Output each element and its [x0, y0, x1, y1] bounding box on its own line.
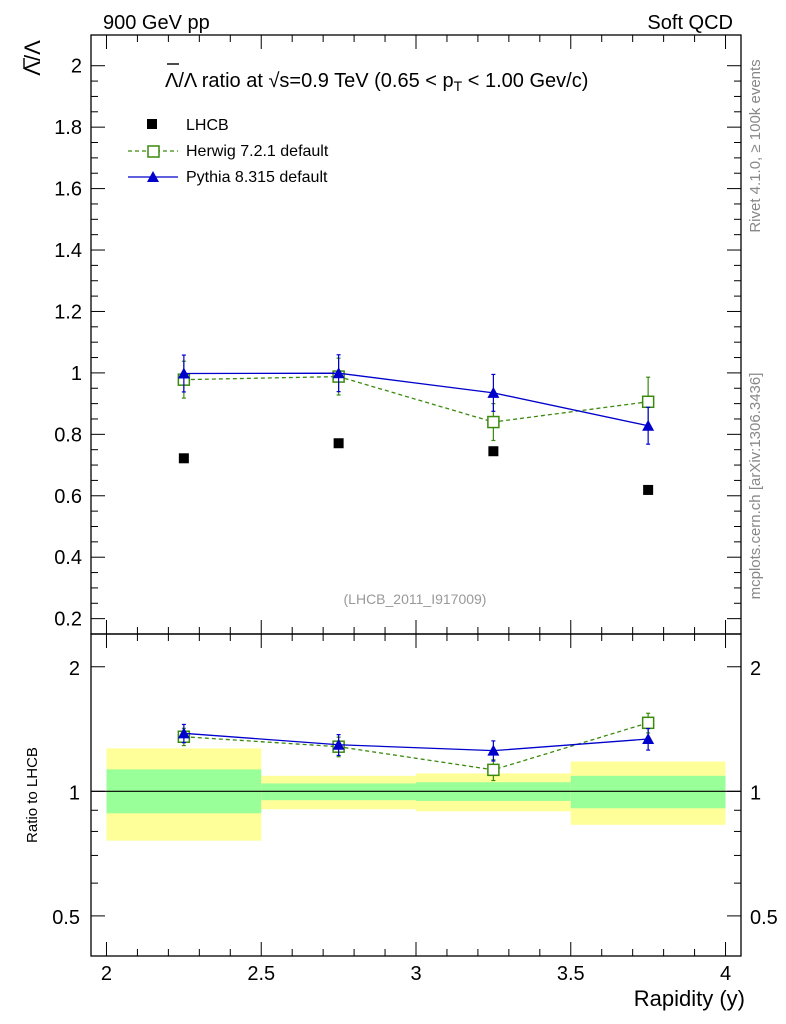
analysis-id: (LHCB_2011_I917009) — [344, 591, 487, 607]
ratio-y-tick-label-left-0: 0.5 — [52, 907, 80, 929]
ratio-herwig-point-3 — [641, 716, 655, 730]
legend-marker-pythia — [147, 171, 159, 182]
axes: 2 2.5 3 3.5 4 0.2 0.4 0.6 0.8 1 1.2 1.4 1.6 1.8 2 0.5 0.… — [52, 34, 778, 985]
herwig-point-2 — [487, 415, 500, 429]
y-tick-label-6: 1.4 — [54, 240, 82, 262]
herwig-point-3 — [641, 395, 655, 409]
side-label-bottom: mcplots.cern.ch [arXiv:1306.3436] — [747, 373, 764, 600]
y-tick-label-8: 1.8 — [54, 117, 82, 139]
y-tick-label-9: 2 — [71, 56, 82, 78]
title-post: < 1.00 Gev/c) — [462, 70, 588, 92]
lhcb-point-1 — [333, 438, 344, 449]
chart-title: Λ/Λ ratio at √s=0.9 TeV (0.65 < pT < 1.0… — [165, 63, 588, 94]
y-tick-label-1: 0.4 — [54, 547, 82, 569]
pythia-point-0 — [177, 367, 190, 379]
y-axis-label: Λ/Λ — [20, 40, 45, 76]
title-sub: T — [454, 78, 463, 94]
ratio-y-tick-label-right-0: 0.5 — [750, 907, 778, 929]
pythia-point-1 — [332, 367, 345, 379]
legend: LHCB Herwig 7.2.1 default Pythia 8.315 d… — [128, 117, 329, 186]
title-mid: =0.9 TeV (0.65 < p — [289, 70, 453, 92]
legend-marker-herwig — [147, 145, 160, 158]
herwig-line — [183, 375, 649, 423]
lhcb-point-0 — [178, 453, 189, 464]
x-tick-label-3: 3.5 — [557, 963, 585, 985]
x-tick-label-0: 2 — [101, 963, 112, 985]
x-tick-label-2: 3 — [410, 963, 421, 985]
legend-label-herwig: Herwig 7.2.1 default — [186, 143, 329, 160]
y-tick-label-4: 1 — [71, 363, 82, 385]
y-tick-label-2: 0.6 — [54, 486, 82, 508]
title-lambda: Λ — [165, 70, 179, 92]
lhcb-point-2 — [488, 446, 499, 457]
y-tick-label-5: 1.2 — [54, 301, 82, 323]
lhcb-point-3 — [643, 484, 654, 495]
ratio-y-tick-label-right-2: 2 — [750, 658, 761, 680]
pythia-line — [183, 372, 649, 427]
header-right: Soft QCD — [647, 12, 733, 34]
ratio-herwig-point-2 — [487, 763, 500, 777]
ratio-y-axis-label: Ratio to LHCB — [24, 747, 41, 843]
y-axis-label-den: /Λ — [20, 40, 45, 61]
ratio-y-tick-label-left-2: 2 — [69, 658, 80, 680]
title-root: s — [279, 70, 289, 92]
x-tick-label-4: 4 — [720, 963, 731, 985]
pythia-point-3 — [642, 419, 655, 431]
ratio-y-tick-label-right-1: 1 — [750, 782, 761, 804]
side-label-top: Rivet 4.1.0, ≥ 100k events — [747, 59, 764, 232]
svg-text:Λ/Λ: Λ/Λ — [20, 40, 45, 76]
pythia-point-2 — [487, 386, 500, 398]
ratio-pythia-line — [183, 732, 649, 752]
legend-label-lhcb: LHCB — [186, 117, 229, 134]
band-inner-3 — [570, 775, 726, 809]
ratio-y-tick-label-left-1: 1 — [69, 782, 80, 804]
ratio-herwig-line — [183, 722, 649, 771]
x-tick-label-1: 2.5 — [247, 963, 275, 985]
ratio-pythia-point-3 — [642, 733, 655, 745]
y-tick-label-0: 0.2 — [54, 609, 82, 631]
title-root-sign: √ — [268, 70, 279, 92]
ratio-plot — [91, 712, 741, 792]
y-axis-label-num: Λ — [20, 61, 45, 76]
svg-text:Λ/Λ ratio at √s=0.9 TeV (0.65: Λ/Λ ratio at √s=0.9 TeV (0.65 < pT < 1.0… — [165, 70, 588, 94]
main-plot — [177, 354, 655, 495]
ratio-pythia-point-0 — [177, 727, 190, 739]
y-tick-label-3: 0.8 — [54, 424, 82, 446]
title-pre: /Λ ratio at — [178, 70, 268, 92]
legend-label-pythia: Pythia 8.315 default — [186, 169, 328, 186]
header-left: 900 GeV pp — [103, 12, 210, 34]
y-tick-label-7: 1.6 — [54, 179, 82, 201]
x-axis-label: Rapidity (y) — [634, 986, 745, 1011]
ratio-uncertainty-bands — [106, 748, 726, 841]
legend-marker-lhcb — [147, 119, 157, 129]
ratio-pythia-point-1 — [332, 738, 345, 750]
ratio-pythia-point-2 — [487, 744, 500, 756]
